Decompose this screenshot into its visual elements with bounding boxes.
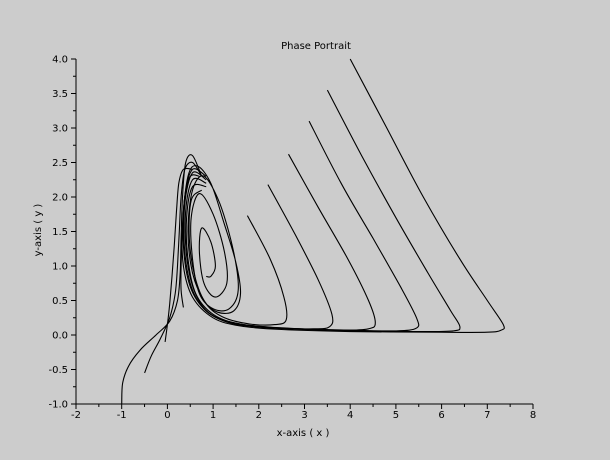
trajectory-line [185,183,334,330]
x-tick-label: 8 [530,410,536,421]
chart-axes [75,59,533,405]
y-tick-label: 0.0 [52,331,68,342]
y-tick-label: 1.0 [52,262,68,273]
y-axis-label: y-axis ( y ) [33,204,44,257]
trajectory-line [188,189,288,326]
x-tick-label: -1 [117,410,127,421]
y-tick-label: 2.5 [52,158,68,169]
x-axis-ticks: -2 -1 0 1 2 3 4 5 6 7 8 [71,404,536,421]
x-axis-label: x-axis ( x ) [277,428,330,439]
trajectories [121,58,505,405]
y-tick-label: 3.5 [52,89,68,100]
x-tick-label: 2 [256,410,262,421]
trajectory-line [184,153,376,331]
x-tick-label: 0 [164,410,170,421]
trajectory-line [144,161,203,374]
trajectory-line [121,154,203,405]
trajectory-line [164,167,193,342]
y-tick-label: 0.5 [52,296,68,307]
x-tick-label: 5 [393,410,399,421]
x-tick-label: 6 [438,410,444,421]
trajectory-line [183,120,420,332]
y-tick-label: 1.5 [52,227,68,238]
x-tick-label: 3 [301,410,307,421]
x-tick-label: 1 [210,410,216,421]
x-tick-label: 7 [484,410,490,421]
trajectory-line [182,89,461,333]
y-tick-label: -0.5 [48,365,68,376]
y-tick-label: -1.0 [48,400,68,411]
chart-title: Phase Portrait [281,41,351,52]
trajectory-line [181,58,505,333]
y-tick-label: 2.0 [52,193,68,204]
y-tick-label: 4.0 [52,55,68,66]
x-tick-label: -2 [71,410,81,421]
x-tick-label: 4 [347,410,353,421]
trajectory-line [180,174,200,308]
y-tick-label: 3.0 [52,124,68,135]
y-axis-ticks: -1.0 -0.5 0.0 0.5 1.0 1.5 2.0 2.5 3.0 3.5 4.0 [48,55,76,411]
